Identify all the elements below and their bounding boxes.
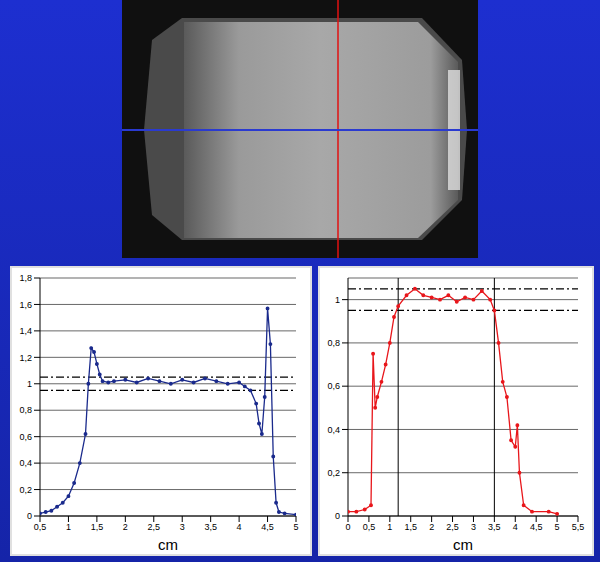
svg-text:0: 0 xyxy=(27,511,32,521)
svg-text:1,4: 1,4 xyxy=(19,326,32,336)
svg-text:1: 1 xyxy=(387,522,392,532)
svg-text:1,5: 1,5 xyxy=(404,522,417,532)
svg-text:3,5: 3,5 xyxy=(488,522,501,532)
svg-text:0,2: 0,2 xyxy=(327,468,340,478)
svg-text:0: 0 xyxy=(345,522,350,532)
svg-text:0,5: 0,5 xyxy=(34,522,47,532)
svg-text:0,2: 0,2 xyxy=(19,485,32,495)
svg-text:1,2: 1,2 xyxy=(19,353,32,363)
svg-text:1,5: 1,5 xyxy=(91,522,104,532)
svg-text:2: 2 xyxy=(429,522,434,532)
svg-text:5: 5 xyxy=(555,522,560,532)
svg-text:0,6: 0,6 xyxy=(327,381,340,391)
svg-text:4,5: 4,5 xyxy=(530,522,543,532)
svg-text:4: 4 xyxy=(513,522,518,532)
svg-text:1,6: 1,6 xyxy=(19,300,32,310)
svg-text:0,4: 0,4 xyxy=(327,425,340,435)
svg-text:2: 2 xyxy=(123,522,128,532)
svg-text:4: 4 xyxy=(237,522,242,532)
svg-text:4,5: 4,5 xyxy=(261,522,274,532)
svg-text:3: 3 xyxy=(471,522,476,532)
svg-text:5,5: 5,5 xyxy=(572,522,585,532)
svg-text:1: 1 xyxy=(27,379,32,389)
svg-text:0,5: 0,5 xyxy=(363,522,376,532)
svg-text:1,8: 1,8 xyxy=(19,273,32,283)
svg-text:0,8: 0,8 xyxy=(19,405,32,415)
svg-text:0,8: 0,8 xyxy=(327,338,340,348)
svg-text:2,5: 2,5 xyxy=(148,522,161,532)
svg-text:1: 1 xyxy=(66,522,71,532)
svg-text:cm: cm xyxy=(158,536,178,553)
svg-text:5: 5 xyxy=(293,522,298,532)
svg-text:0,6: 0,6 xyxy=(19,432,32,442)
svg-text:0: 0 xyxy=(335,511,340,521)
svg-text:3,5: 3,5 xyxy=(204,522,217,532)
svg-text:1: 1 xyxy=(335,295,340,305)
svg-text:0,4: 0,4 xyxy=(19,458,32,468)
svg-text:2,5: 2,5 xyxy=(446,522,459,532)
svg-text:cm: cm xyxy=(453,536,473,553)
svg-text:3: 3 xyxy=(180,522,185,532)
